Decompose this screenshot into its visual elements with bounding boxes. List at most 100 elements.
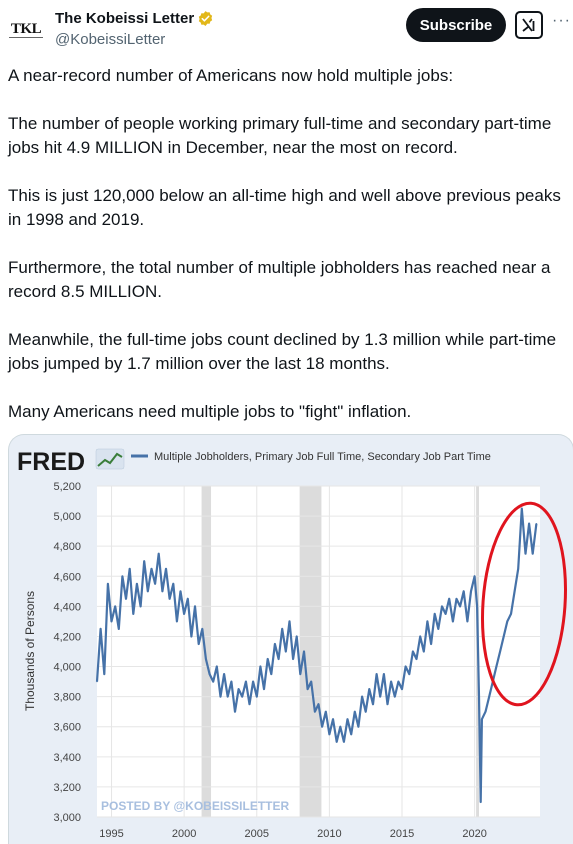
series-point xyxy=(419,635,421,638)
y-tick-label: 4,600 xyxy=(53,571,81,583)
series-point xyxy=(198,643,200,645)
series-point xyxy=(216,665,218,668)
series-point xyxy=(296,635,298,638)
avatar[interactable]: TKL xyxy=(6,10,46,50)
subscribe-button[interactable]: Subscribe xyxy=(406,8,506,42)
series-point xyxy=(365,711,367,713)
series-point xyxy=(350,733,352,735)
y-tick-label: 5,200 xyxy=(53,481,81,493)
y-tick-label: 3,200 xyxy=(53,782,81,794)
fred-chart: FRED Multiple Jobholders, Primary Job Fu… xyxy=(17,448,568,840)
series-point xyxy=(459,605,461,607)
watermark: POSTED BY @KOBEISSILETTER xyxy=(101,799,290,813)
chart-image[interactable]: FRED Multiple Jobholders, Primary Job Fu… xyxy=(8,434,573,844)
recession-band xyxy=(201,486,212,817)
series-point xyxy=(147,590,149,592)
series-point xyxy=(241,696,243,698)
series-point xyxy=(415,658,418,660)
avatar-rule xyxy=(9,37,43,38)
series-point xyxy=(488,696,490,698)
series-point xyxy=(383,673,385,675)
series-point xyxy=(208,673,211,675)
y-tick-label: 4,200 xyxy=(53,631,81,643)
series-point xyxy=(285,650,287,653)
series-point xyxy=(343,741,345,743)
series-point xyxy=(474,575,476,577)
series-point xyxy=(307,688,309,690)
series-point xyxy=(212,680,214,683)
series-point xyxy=(434,613,436,615)
series-point xyxy=(125,598,127,600)
fred-logo-text: FRED xyxy=(17,448,85,476)
series-point xyxy=(463,590,465,592)
y-tick-label: 3,000 xyxy=(53,812,81,824)
series-point xyxy=(227,696,229,698)
series-point xyxy=(390,680,392,683)
series-point xyxy=(136,583,138,585)
y-tick-labels: 3,000 3,200 3,400 3,600 3,800 4,000 4,200 4,400… xyxy=(53,481,81,824)
name-row: The Kobeissi Letter xyxy=(55,10,214,27)
series-point xyxy=(444,613,447,615)
series-point xyxy=(478,696,480,698)
series-point xyxy=(103,673,105,675)
series-point xyxy=(96,680,98,683)
y-tick-label: 3,800 xyxy=(53,692,81,704)
series-point xyxy=(107,583,109,585)
series-point xyxy=(325,711,327,713)
tweet-paragraph: The number of people working primary ful… xyxy=(8,114,552,157)
series-point xyxy=(132,613,134,615)
series-point xyxy=(455,598,458,600)
series-point xyxy=(408,673,410,675)
series-point xyxy=(165,568,167,570)
series-point xyxy=(248,703,251,705)
series-point xyxy=(100,628,102,630)
series-point xyxy=(430,643,432,645)
series-point xyxy=(267,658,269,660)
y-tick-label: 4,400 xyxy=(53,601,81,613)
x-tick-labels: 1995 2000 2005 2010 2015 2020 xyxy=(99,828,487,840)
gridlines xyxy=(97,485,540,818)
series-point xyxy=(187,598,189,600)
series-point xyxy=(169,598,171,600)
series-point xyxy=(129,568,131,570)
series-point xyxy=(263,688,265,690)
handle[interactable]: @KobeissiLetter xyxy=(55,31,166,48)
x-tick-label: 2005 xyxy=(245,828,269,840)
series-point xyxy=(470,590,472,592)
series-point xyxy=(292,658,294,660)
series-point xyxy=(357,726,360,728)
series-point xyxy=(143,560,145,562)
x-tick-label: 1995 xyxy=(99,828,123,840)
series-point xyxy=(252,680,254,683)
grok-icon[interactable] xyxy=(515,11,543,39)
series-point xyxy=(372,703,374,705)
series-point xyxy=(532,553,534,555)
more-options-icon[interactable]: ··· xyxy=(552,12,571,29)
y-tick-label: 4,000 xyxy=(53,662,81,674)
series-point xyxy=(452,620,454,623)
series-point xyxy=(234,711,236,713)
grok-glyph-icon xyxy=(522,18,535,32)
display-name[interactable]: The Kobeissi Letter xyxy=(55,10,195,27)
fred-logo: FRED xyxy=(17,448,125,476)
series-point xyxy=(256,696,258,698)
series-point xyxy=(154,583,156,585)
series-point xyxy=(405,665,407,668)
tweet-paragraph: Meanwhile, the full-time jobs count decl… xyxy=(8,330,557,373)
series-point xyxy=(321,726,323,728)
series-point xyxy=(317,703,320,705)
series-point xyxy=(281,628,283,630)
y-tick-label: 3,600 xyxy=(53,722,81,734)
series-point xyxy=(172,583,174,585)
series-point xyxy=(194,605,196,607)
series-point xyxy=(354,711,356,713)
series-point xyxy=(499,650,501,653)
series-point xyxy=(513,590,516,592)
series-point xyxy=(481,718,483,720)
series-point xyxy=(346,718,349,720)
series-point xyxy=(230,680,232,683)
series-point xyxy=(201,628,203,630)
tweet-paragraph: Furthermore, the total number of multipl… xyxy=(8,258,551,301)
x-tick-label: 2020 xyxy=(462,828,486,840)
y-axis-label: Thousands of Persons xyxy=(23,591,37,711)
